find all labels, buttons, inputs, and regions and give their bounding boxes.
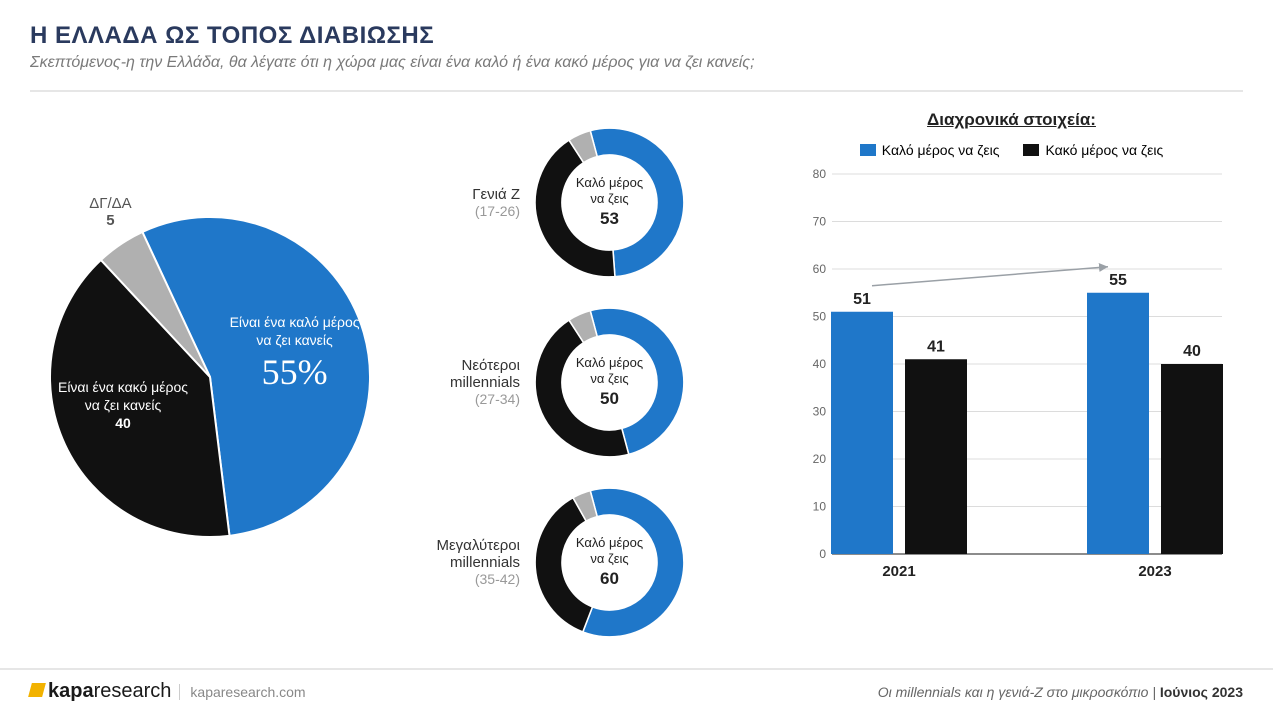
svg-text:0: 0 xyxy=(819,547,826,561)
pie-slice-label: Είναι ένα καλό μέρος να ζει κανείς55% xyxy=(225,313,365,396)
brand-bold: kapa xyxy=(48,680,94,702)
svg-text:51: 51 xyxy=(853,291,871,308)
legend-bad-label: Κακό μέρος να ζεις xyxy=(1045,142,1163,158)
legend-good-label: Καλό μέρος να ζεις xyxy=(882,142,1000,158)
svg-text:70: 70 xyxy=(812,215,826,229)
svg-text:80: 80 xyxy=(812,167,826,181)
brand-domain: kaparesearch.com xyxy=(179,684,305,700)
brand-logo: kaparesearch xyxy=(30,680,171,703)
legend-swatch-bad xyxy=(1023,144,1039,156)
footer-date: Ιούνιος 2023 xyxy=(1160,684,1243,700)
bar-chart: 0 10 20 30 40 50 60 70 80 51 41 2021 55 40 2023 xyxy=(792,164,1232,584)
pie-external-label: ΔΓ/ΔΑ5 xyxy=(80,195,140,229)
svg-text:10: 10 xyxy=(812,500,826,514)
donuts-column: Γενιά Ζ(17-26) Καλό μέροςνα ζεις53 Νεότερο… xyxy=(400,102,760,652)
page-subtitle: Σκεπτόμενος-η την Ελλάδα, θα λέγατε ότι … xyxy=(30,54,1243,72)
pie-column: Είναι ένα καλό μέρος να ζει κανείς55% Είν… xyxy=(30,102,390,652)
donut-row: Μεγαλύτεροι millennials(35-42) Καλό μέρος… xyxy=(400,485,760,640)
svg-text:41: 41 xyxy=(927,338,945,355)
brand-thin: research xyxy=(94,680,172,702)
svg-text:55: 55 xyxy=(1109,272,1127,289)
bars-title: Διαχρονικά στοιχεία: xyxy=(780,110,1243,130)
donut-center-label: Καλό μέροςνα ζεις50 xyxy=(576,355,643,409)
brand: kaparesearch kaparesearch.com xyxy=(30,680,306,703)
svg-text:2021: 2021 xyxy=(882,563,915,580)
bars-column: Διαχρονικά στοιχεία: Καλό μέρος να ζεις … xyxy=(770,102,1243,652)
legend-good: Καλό μέρος να ζεις xyxy=(860,142,1000,158)
bars-legend: Καλό μέρος να ζεις Κακό μέρος να ζεις xyxy=(780,142,1243,158)
pie-slice-label: Είναι ένα κακό μέρος να ζει κανείς40 xyxy=(53,378,193,433)
footer: kaparesearch kaparesearch.com Οι millenn… xyxy=(0,668,1273,717)
donut-row: Γενιά Ζ(17-26) Καλό μέροςνα ζεις53 xyxy=(400,125,760,280)
pie-chart: Είναι ένα καλό μέρος να ζει κανείς55% Είν… xyxy=(45,212,375,542)
footer-right: Οι millennials και η γενιά-Ζ στο μικροσκ… xyxy=(878,684,1243,700)
svg-text:40: 40 xyxy=(812,357,826,371)
donut-group-label: Γενιά Ζ(17-26) xyxy=(400,186,520,219)
donut-center-label: Καλό μέροςνα ζεις53 xyxy=(576,175,643,229)
svg-text:20: 20 xyxy=(812,452,826,466)
donut-chart: Καλό μέροςνα ζεις60 xyxy=(532,485,687,640)
svg-text:2023: 2023 xyxy=(1138,563,1171,580)
donut-chart: Καλό μέροςνα ζεις53 xyxy=(532,125,687,280)
donut-group-label: Νεότεροι millennials(27-34) xyxy=(400,357,520,407)
footer-sep: | xyxy=(1148,684,1159,700)
donut-center-label: Καλό μέροςνα ζεις60 xyxy=(576,535,643,589)
donut-chart: Καλό μέροςνα ζεις50 xyxy=(532,305,687,460)
page-title: Η ΕΛΛΑΔΑ ΩΣ ΤΟΠΟΣ ΔΙΑΒΙΩΣΗΣ xyxy=(30,22,1243,50)
donut-row: Νεότεροι millennials(27-34) Καλό μέροςνα … xyxy=(400,305,760,460)
donut-group-label: Μεγαλύτεροι millennials(35-42) xyxy=(400,537,520,587)
svg-text:30: 30 xyxy=(812,405,826,419)
legend-swatch-good xyxy=(860,144,876,156)
content-area: Είναι ένα καλό μέρος να ζει κανείς55% Είν… xyxy=(0,92,1273,652)
svg-text:40: 40 xyxy=(1183,343,1201,360)
footer-caption: Οι millennials και η γενιά-Ζ στο μικροσκ… xyxy=(878,684,1149,700)
svg-text:60: 60 xyxy=(812,262,826,276)
legend-bad: Κακό μέρος να ζεις xyxy=(1023,142,1163,158)
svg-text:50: 50 xyxy=(812,310,826,324)
